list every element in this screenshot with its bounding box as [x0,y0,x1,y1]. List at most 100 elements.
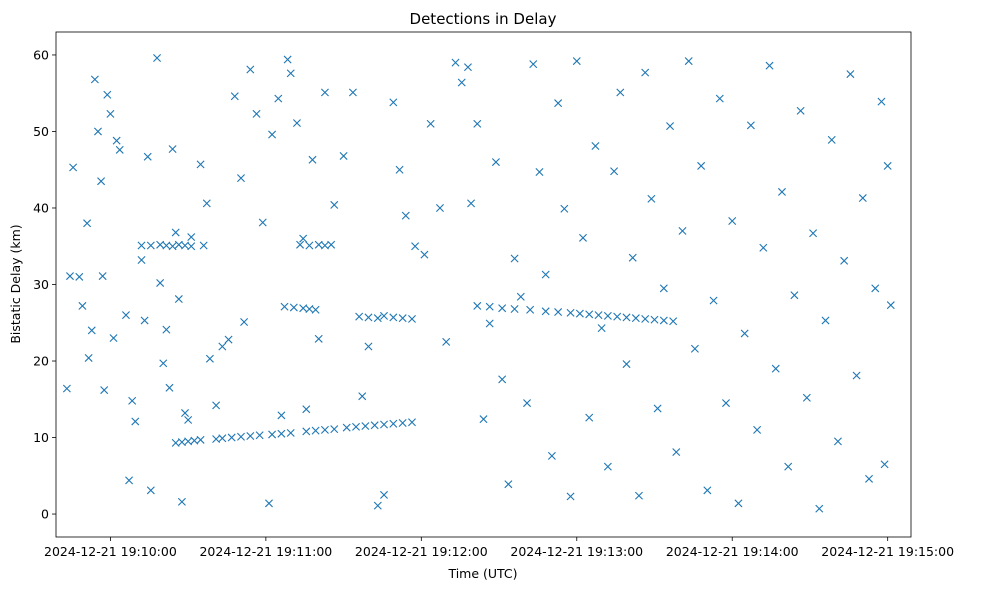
detection-point [100,386,109,395]
detection-point [802,393,811,402]
detection-point [715,94,724,103]
detection-point [510,254,519,263]
detection-point [765,61,774,70]
detection-point [408,418,416,427]
detection-point [389,313,398,322]
points-layer [62,54,895,513]
detection-point [286,428,295,437]
detection-point [840,256,849,265]
y-axis-label: Bistatic Delay (km) [8,224,23,343]
x-tick-label: 2024-12-21 19:10:00 [44,544,177,559]
detection-point [684,57,693,66]
detection-point [610,167,619,176]
detection-point [159,359,168,368]
detection-point [224,335,233,344]
detection-point [90,75,99,84]
detection-point [457,78,466,87]
detection-point [162,325,171,334]
detection-point [650,315,659,324]
detection-point [168,242,177,251]
detection-point [622,313,631,322]
detection-point [305,241,314,250]
detection-point [777,187,786,196]
y-axis: 0 10 20 30 40 50 60 [33,47,56,522]
series-target-track-1 [171,418,416,447]
detection-point [252,109,261,118]
detection-point [165,383,174,392]
detection-point [308,155,317,164]
detection-point [268,430,277,439]
detection-point [491,158,500,167]
detection-point [218,342,227,351]
detection-point [171,228,180,237]
detection-point [137,256,146,265]
detection-point [504,480,513,489]
x-tick-label: 2024-12-21 19:13:00 [510,544,643,559]
detection-point [66,272,74,281]
detection-point [277,429,286,438]
detection-point [784,462,793,471]
x-tick-label: 2024-12-21 19:15:00 [821,544,954,559]
detection-point [361,422,370,431]
detection-point [526,305,535,314]
detection-point [103,90,112,99]
detection-point [83,219,92,228]
detection-point [467,199,476,208]
detection-point [653,404,662,413]
chart-title: Detections in Delay [410,10,557,28]
detection-point [740,329,749,338]
detection-point [575,309,584,318]
detection-point [174,295,183,304]
y-tick-label: 20 [33,354,49,369]
detection-point [426,119,435,128]
detection-point [659,316,668,325]
detection-point [541,270,550,279]
detection-point [196,160,205,169]
detection-point [373,314,382,323]
detection-point [473,119,482,128]
detection-point [311,305,320,314]
detection-point [659,284,668,293]
detection-point [380,311,388,320]
detection-point [246,432,255,440]
detection-point [451,58,460,67]
x-axis: 2024-12-21 19:10:00 2024-12-21 19:11:00 20… [44,537,954,559]
detection-point [753,425,762,434]
x-axis-label: Time (UTC) [447,566,517,581]
detection-point [591,142,600,150]
detection-point [877,97,886,106]
detection-point [585,310,594,319]
y-tick-label: 30 [33,277,49,292]
detection-point [541,307,550,316]
detection-point [168,145,177,154]
detection-point [268,130,277,139]
detection-point [373,501,382,510]
detection-point [330,425,339,434]
detection-point [109,334,118,343]
detection-point [485,302,494,311]
detection-point [93,127,102,136]
detection-point [187,233,196,242]
detection-point [529,60,538,69]
detection-point [498,304,507,313]
detection-point [380,490,388,499]
x-tick-label: 2024-12-21 19:11:00 [199,544,332,559]
detection-point [237,174,245,183]
detection-point [289,303,298,312]
detection-point [131,417,140,426]
detection-point [292,119,301,128]
detection-point [106,109,115,118]
detection-point [647,194,656,203]
detection-point [585,413,594,422]
detection-point [603,462,612,471]
detection-point [264,499,273,508]
detection-point [709,296,718,305]
detection-point [880,460,889,469]
y-tick-label: 40 [33,200,49,215]
detection-point [771,364,780,373]
detection-point [411,242,420,251]
detection-point [75,272,84,281]
detection-point [280,302,289,311]
detection-point [380,420,388,429]
detection-point [196,435,205,444]
